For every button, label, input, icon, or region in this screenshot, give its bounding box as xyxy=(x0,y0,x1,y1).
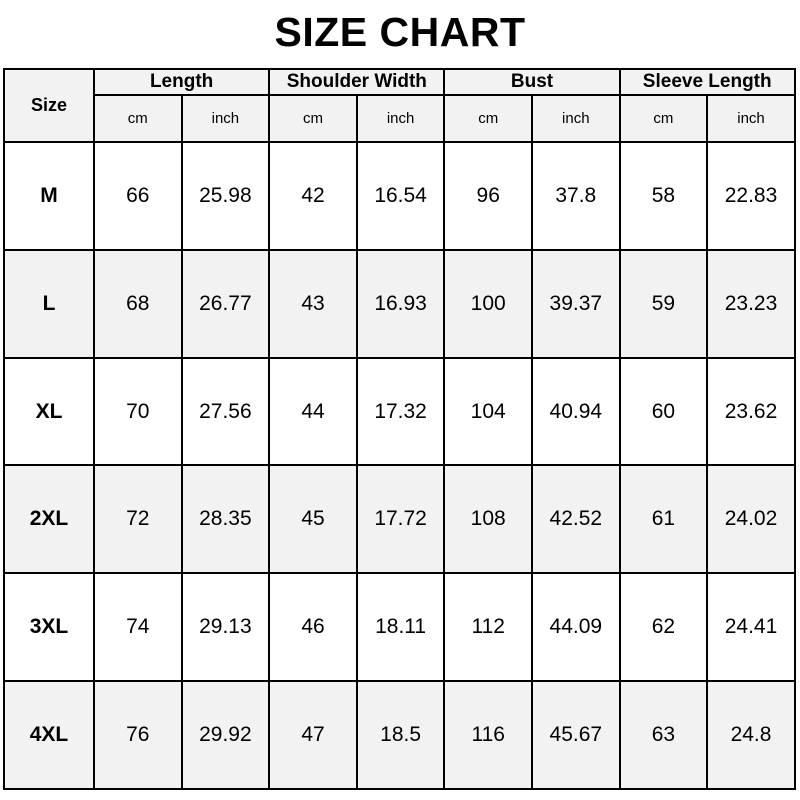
header-unit-shoulder-cm: cm xyxy=(268,94,358,143)
cell-shoulder-cm: 44 xyxy=(268,356,358,467)
cell-length-cm: 70 xyxy=(93,356,183,467)
cell-size: M xyxy=(3,141,95,251)
header-size: Size xyxy=(3,68,95,143)
cell-bust-cm: 104 xyxy=(443,356,533,467)
cell-length-cm: 74 xyxy=(93,572,183,683)
table-row: XL 70 27.56 44 17.32 104 40.94 60 23.62 xyxy=(3,356,796,467)
cell-shoulder-inch: 16.54 xyxy=(355,141,446,251)
cell-bust-inch: 44.09 xyxy=(531,572,621,683)
cell-sleeve-inch: 24.41 xyxy=(706,572,796,683)
header-unit-length-cm: cm xyxy=(93,94,183,143)
cell-bust-inch: 42.52 xyxy=(531,464,621,575)
cell-sleeve-cm: 61 xyxy=(618,464,709,575)
header-row-units: cm inch cm inch cm inch cm inch xyxy=(4,94,796,143)
cell-bust-cm: 100 xyxy=(443,248,533,359)
cell-shoulder-cm: 43 xyxy=(268,248,358,359)
header-unit-sleeve-cm: cm xyxy=(618,94,709,143)
cell-sleeve-cm: 62 xyxy=(618,572,709,683)
cell-shoulder-inch: 17.32 xyxy=(355,356,446,467)
table-body: M 66 25.98 42 16.54 96 37.8 58 22.83 L 6… xyxy=(3,141,796,790)
table-row: 4XL 76 29.92 47 18.5 116 45.67 63 24.8 xyxy=(3,680,796,790)
cell-bust-inch: 39.37 xyxy=(531,248,621,359)
page-title: SIZE CHART xyxy=(274,9,526,55)
header-unit-shoulder-inch: inch xyxy=(355,94,446,143)
cell-size: 3XL xyxy=(3,572,95,683)
cell-shoulder-inch: 18.5 xyxy=(355,680,446,790)
cell-length-inch: 26.77 xyxy=(180,248,271,359)
cell-bust-inch: 45.67 xyxy=(531,680,621,790)
cell-sleeve-cm: 63 xyxy=(618,680,709,790)
header-group-sleeve-length: Sleeve Length xyxy=(618,68,796,96)
cell-length-inch: 28.35 xyxy=(180,464,271,575)
cell-length-inch: 27.56 xyxy=(180,356,271,467)
cell-length-cm: 76 xyxy=(93,680,183,790)
cell-size: XL xyxy=(3,356,95,467)
cell-length-inch: 29.92 xyxy=(180,680,271,790)
cell-sleeve-cm: 60 xyxy=(618,356,709,467)
cell-size: 2XL xyxy=(3,464,95,575)
table-row: 2XL 72 28.35 45 17.72 108 42.52 61 24.02 xyxy=(3,464,796,575)
header-unit-sleeve-inch: inch xyxy=(706,94,796,143)
cell-length-inch: 29.13 xyxy=(180,572,271,683)
table-row: L 68 26.77 43 16.93 100 39.37 59 23.23 xyxy=(3,248,796,359)
cell-size: L xyxy=(3,248,95,359)
cell-length-cm: 72 xyxy=(93,464,183,575)
cell-shoulder-cm: 46 xyxy=(268,572,358,683)
table-row: 3XL 74 29.13 46 18.11 112 44.09 62 24.41 xyxy=(3,572,796,683)
header-unit-length-inch: inch xyxy=(180,94,271,143)
cell-length-inch: 25.98 xyxy=(180,141,271,251)
cell-bust-cm: 112 xyxy=(443,572,533,683)
cell-shoulder-inch: 16.93 xyxy=(355,248,446,359)
size-chart-table: Size Length Shoulder Width Bust Sleeve L… xyxy=(3,68,796,790)
cell-shoulder-inch: 17.72 xyxy=(355,464,446,575)
header-group-shoulder-width: Shoulder Width xyxy=(268,68,446,96)
cell-shoulder-cm: 42 xyxy=(268,141,358,251)
cell-bust-cm: 96 xyxy=(443,141,533,251)
cell-length-cm: 66 xyxy=(93,141,183,251)
table-header: Size Length Shoulder Width Bust Sleeve L… xyxy=(3,68,796,143)
cell-sleeve-inch: 23.62 xyxy=(706,356,796,467)
cell-sleeve-inch: 24.02 xyxy=(706,464,796,575)
size-chart-table-container: Size Length Shoulder Width Bust Sleeve L… xyxy=(3,68,796,790)
cell-length-cm: 68 xyxy=(93,248,183,359)
table-row: M 66 25.98 42 16.54 96 37.8 58 22.83 xyxy=(3,141,796,251)
header-group-length: Length xyxy=(92,68,271,96)
cell-sleeve-inch: 24.8 xyxy=(706,680,796,790)
cell-sleeve-cm: 58 xyxy=(618,141,709,251)
cell-sleeve-inch: 22.83 xyxy=(706,141,796,251)
cell-bust-cm: 116 xyxy=(443,680,533,790)
header-unit-bust-inch: inch xyxy=(531,94,621,143)
cell-bust-inch: 37.8 xyxy=(531,141,621,251)
cell-bust-inch: 40.94 xyxy=(531,356,621,467)
cell-shoulder-inch: 18.11 xyxy=(355,572,446,683)
header-group-bust: Bust xyxy=(443,68,621,96)
cell-bust-cm: 108 xyxy=(443,464,533,575)
cell-sleeve-cm: 59 xyxy=(618,248,709,359)
cell-shoulder-cm: 45 xyxy=(268,464,358,575)
cell-shoulder-cm: 47 xyxy=(268,680,358,790)
header-row-groups: Size Length Shoulder Width Bust Sleeve L… xyxy=(3,68,796,143)
cell-sleeve-inch: 23.23 xyxy=(706,248,796,359)
cell-size: 4XL xyxy=(3,680,95,790)
header-unit-bust-cm: cm xyxy=(443,94,533,143)
